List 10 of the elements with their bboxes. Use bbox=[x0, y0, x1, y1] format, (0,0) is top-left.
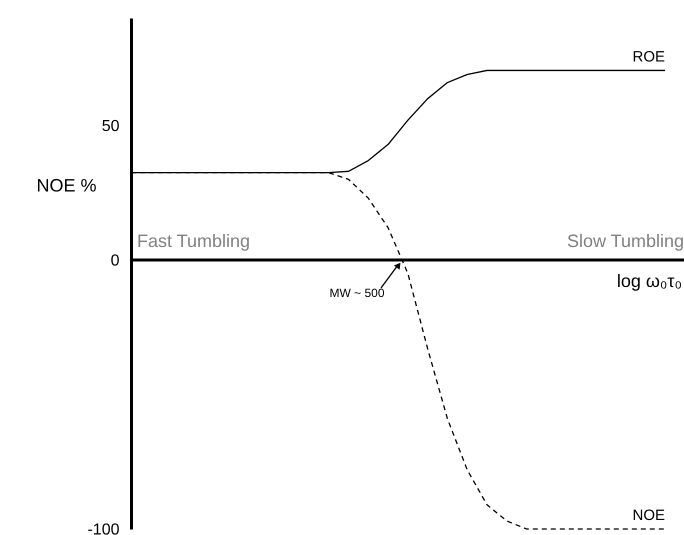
annotation: Fast Tumbling bbox=[137, 231, 250, 251]
series-label: NOE bbox=[632, 507, 665, 524]
y-tick-label: 50 bbox=[102, 118, 120, 136]
annotation: Slow Tumbling bbox=[566, 231, 684, 251]
y-axis-title: NOE % bbox=[36, 176, 97, 196]
y-tick-label: 0 bbox=[110, 252, 120, 270]
annotation: MW ~ 500 bbox=[329, 286, 385, 300]
y-tick-label: -100 bbox=[87, 522, 120, 535]
series-label: ROE bbox=[632, 48, 665, 66]
x-axis-title: log ω₀τ₀ bbox=[616, 271, 682, 291]
